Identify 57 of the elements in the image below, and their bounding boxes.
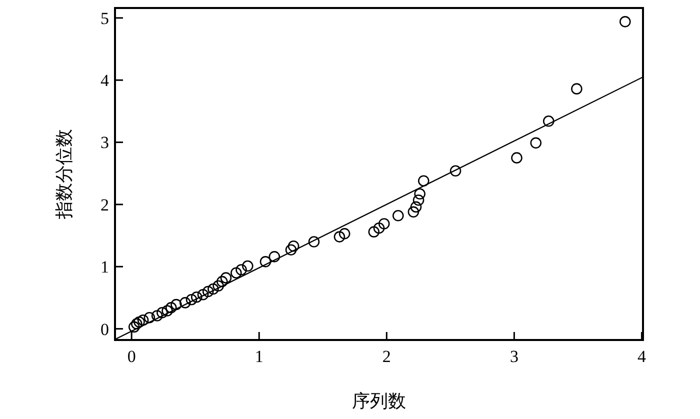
point bbox=[236, 264, 247, 276]
point bbox=[373, 222, 385, 234]
point bbox=[170, 298, 182, 310]
point bbox=[530, 137, 542, 149]
point bbox=[208, 283, 219, 295]
point bbox=[134, 316, 145, 328]
point bbox=[260, 256, 272, 268]
point bbox=[128, 321, 140, 333]
y-tick-label: 2 bbox=[100, 195, 109, 214]
y-tick-label: 4 bbox=[100, 71, 110, 90]
point bbox=[268, 251, 280, 262]
point bbox=[392, 210, 404, 222]
point bbox=[418, 175, 430, 186]
point bbox=[162, 305, 173, 316]
point bbox=[334, 231, 346, 242]
point bbox=[242, 260, 254, 272]
point bbox=[511, 152, 522, 164]
x-tick-label: 0 bbox=[127, 347, 136, 366]
y-axis-title: 指数分位数 bbox=[54, 129, 75, 220]
x-tick-label: 1 bbox=[254, 347, 264, 366]
point bbox=[338, 228, 350, 240]
point bbox=[414, 188, 426, 200]
point bbox=[408, 206, 420, 218]
y-tick-label: 5 bbox=[100, 8, 109, 28]
x-tick-label: 4 bbox=[637, 347, 646, 366]
point bbox=[368, 226, 380, 238]
point bbox=[144, 312, 156, 324]
point bbox=[179, 297, 191, 308]
point bbox=[186, 294, 198, 306]
point bbox=[412, 194, 424, 206]
y-tick-label: 0 bbox=[100, 320, 109, 339]
point bbox=[151, 310, 163, 322]
y-tick-label: 3 bbox=[100, 133, 109, 152]
point bbox=[450, 165, 462, 177]
point bbox=[288, 240, 300, 252]
point bbox=[212, 280, 224, 292]
point bbox=[190, 291, 202, 303]
x-tick-label: 2 bbox=[382, 347, 391, 366]
point bbox=[131, 318, 142, 330]
point bbox=[571, 83, 582, 94]
point bbox=[197, 288, 209, 300]
point bbox=[542, 116, 554, 127]
point bbox=[285, 244, 297, 256]
x-axis-title: 序列数 bbox=[352, 391, 406, 412]
point bbox=[216, 276, 228, 288]
point bbox=[165, 302, 177, 314]
point bbox=[137, 314, 149, 326]
point bbox=[220, 272, 232, 284]
point bbox=[202, 286, 214, 298]
x-tick-label: 3 bbox=[510, 347, 518, 366]
point bbox=[410, 201, 422, 213]
point bbox=[156, 306, 168, 318]
y-tick-label: 1 bbox=[100, 258, 109, 277]
point bbox=[230, 267, 242, 279]
point bbox=[378, 218, 390, 230]
point bbox=[308, 236, 320, 248]
point bbox=[619, 16, 631, 28]
